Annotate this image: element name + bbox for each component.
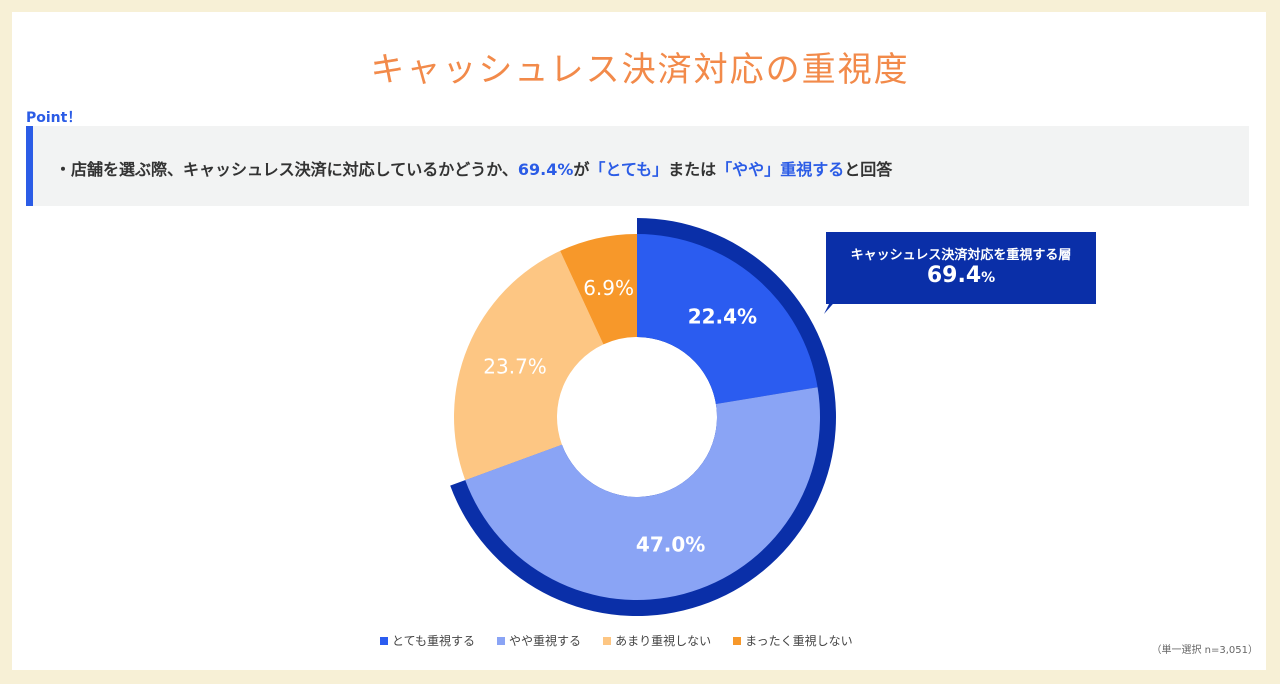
page-title: キャッシュレス決済対応の重視度 bbox=[370, 50, 910, 90]
legend-item: あまり重視しない bbox=[603, 632, 711, 649]
sample-note: （単一選択 n=3,051） bbox=[1151, 645, 1258, 656]
legend-swatch bbox=[603, 637, 612, 645]
point-text: ・店舗を選ぶ際、キャッシュレス決済に対応しているかどうか、69.4%が「とても」… bbox=[55, 160, 893, 179]
point-label: Point！ bbox=[26, 110, 82, 126]
slice-label: 22.4% bbox=[688, 304, 757, 328]
slice-label: 6.9% bbox=[583, 276, 634, 300]
legend-item: やや重視する bbox=[497, 632, 581, 649]
donut-slice bbox=[454, 250, 604, 481]
slice-label: 47.0% bbox=[636, 533, 705, 557]
slice-label: 23.7% bbox=[483, 354, 547, 378]
point-box: ・店舗を選ぶ際、キャッシュレス決済に対応しているかどうか、69.4%が「とても」… bbox=[26, 126, 1249, 206]
donut-slice bbox=[560, 234, 637, 345]
legend-swatch bbox=[497, 637, 506, 645]
callout: キャッシュレス決済対応を重視する層 69.4% bbox=[826, 232, 1096, 304]
legend-swatch bbox=[380, 637, 388, 645]
legend-item: とても重視する bbox=[380, 632, 475, 649]
donut-slice bbox=[465, 387, 821, 601]
legend-swatch bbox=[733, 637, 742, 645]
legend: とても重視する やや重視する あまり重視しない まったく重視しない bbox=[380, 632, 853, 649]
legend-item: まったく重視しない bbox=[733, 632, 853, 649]
donut-slice bbox=[637, 234, 818, 404]
